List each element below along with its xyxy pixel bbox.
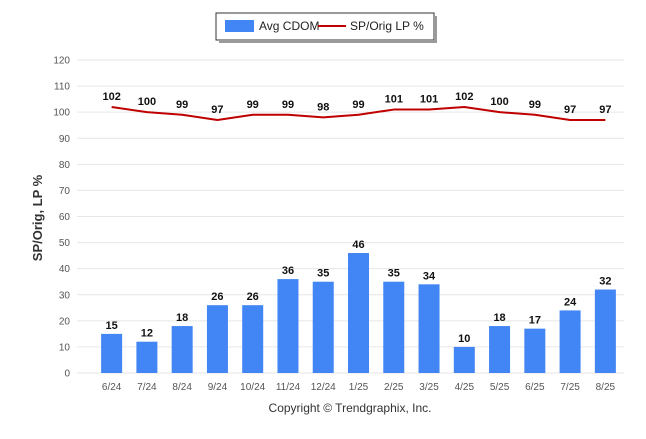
legend-shadow-right — [434, 16, 437, 43]
y-tick-label: 80 — [59, 160, 71, 171]
line-value-label: 97 — [564, 104, 576, 116]
x-tick-label: 7/25 — [560, 382, 580, 393]
line-value-label: 99 — [529, 99, 541, 111]
y-axis-title: SP/Orig, LP % — [30, 174, 45, 261]
x-tick-label: 8/24 — [172, 382, 192, 393]
bar — [101, 333, 123, 373]
bar — [348, 253, 369, 373]
y-tick-label: 30 — [59, 290, 71, 301]
bar — [312, 281, 334, 373]
x-tick-label: 1/25 — [349, 382, 369, 393]
x-axis-ticks: 6/24 7/24 8/24 9/24 10/24 11/24 12/24 1/25 2/25 3… — [102, 382, 616, 393]
bar-value-label: 15 — [106, 320, 118, 332]
bar-value-label: 18 — [493, 312, 505, 324]
bar-value-label: 26 — [211, 291, 223, 303]
line-value-label: 101 — [385, 94, 403, 106]
line-value-label: 102 — [102, 91, 120, 103]
bar — [418, 284, 440, 373]
y-tick-label: 60 — [59, 212, 71, 223]
line-value-label: 98 — [317, 101, 329, 113]
legend-swatch-avg-cdom — [225, 20, 254, 32]
x-tick-label: 10/24 — [240, 382, 265, 393]
bar — [206, 305, 228, 373]
bar-value-label: 26 — [247, 291, 259, 303]
bar — [559, 310, 581, 373]
line-value-label: 101 — [420, 94, 438, 106]
legend-label-sp-orig-lp: SP/Orig LP % — [350, 19, 424, 33]
y-tick-label: 110 — [54, 82, 70, 93]
x-tick-label: 12/24 — [311, 382, 336, 393]
line-data-labels: 102 100 99 97 99 99 98 99 101 101 102 100 99 97 97 — [102, 91, 611, 116]
y-tick-label: 0 — [64, 369, 70, 380]
x-tick-label: 8/25 — [596, 382, 616, 393]
bar-value-label: 36 — [282, 265, 294, 277]
bar — [277, 279, 299, 373]
x-tick-label: 6/24 — [102, 382, 122, 393]
bar-value-label: 34 — [423, 270, 436, 282]
x-tick-label: 4/25 — [455, 382, 475, 393]
y-tick-label: 120 — [53, 56, 70, 67]
line-value-label: 97 — [211, 104, 223, 116]
bar-value-label: 35 — [388, 268, 400, 280]
line-value-label: 100 — [138, 96, 156, 108]
bar — [489, 326, 511, 373]
legend-shadow-bottom — [219, 40, 437, 43]
line-value-label: 102 — [455, 91, 473, 103]
line-value-label: 99 — [282, 99, 294, 111]
y-tick-label: 10 — [59, 342, 71, 353]
bar-value-label: 32 — [599, 276, 611, 288]
bar-value-label: 35 — [317, 268, 329, 280]
legend: Avg CDOM SP/Orig LP % — [215, 12, 437, 43]
bar — [171, 326, 193, 373]
x-tick-label: 3/25 — [419, 382, 439, 393]
y-tick-label: 50 — [59, 238, 71, 249]
x-tick-label: 7/24 — [137, 382, 157, 393]
y-tick-label: 70 — [59, 186, 71, 197]
bar-value-label: 24 — [564, 296, 577, 308]
x-tick-label: 9/24 — [208, 382, 228, 393]
bar-series — [101, 253, 616, 373]
x-tick-label: 2/25 — [384, 382, 404, 393]
bar — [453, 346, 475, 373]
y-tick-label: 40 — [59, 264, 71, 275]
line-value-label: 100 — [490, 96, 508, 108]
y-axis-ticks: 0 10 20 30 40 50 60 70 80 90 100 110 120 — [53, 56, 70, 380]
bar — [524, 328, 546, 373]
line-series — [111, 105, 606, 121]
copyright-text: Copyright © Trendgraphix, Inc. — [269, 401, 432, 415]
bar — [136, 341, 158, 373]
line-value-label: 99 — [176, 99, 188, 111]
y-tick-label: 20 — [59, 316, 71, 327]
line-value-label: 97 — [599, 104, 611, 116]
x-tick-label: 5/25 — [490, 382, 510, 393]
bar-value-label: 18 — [176, 312, 188, 324]
y-tick-label: 100 — [53, 108, 70, 119]
line-path — [111, 105, 606, 121]
line-value-label: 99 — [352, 99, 364, 111]
bar-value-label: 46 — [352, 239, 364, 251]
x-tick-label: 6/25 — [525, 382, 545, 393]
bar-data-labels: 15 12 18 26 26 36 35 46 35 34 10 18 17 24 32 — [106, 239, 612, 345]
y-tick-label: 90 — [59, 134, 71, 145]
x-tick-label: 11/24 — [276, 382, 301, 393]
bar — [594, 289, 616, 373]
bar-value-label: 12 — [141, 328, 153, 340]
line-value-label: 99 — [247, 99, 259, 111]
legend-label-avg-cdom: Avg CDOM — [259, 19, 319, 33]
bar-value-label: 17 — [529, 315, 541, 327]
bar — [242, 305, 264, 373]
bar — [383, 281, 405, 373]
bar-value-label: 10 — [458, 333, 470, 345]
